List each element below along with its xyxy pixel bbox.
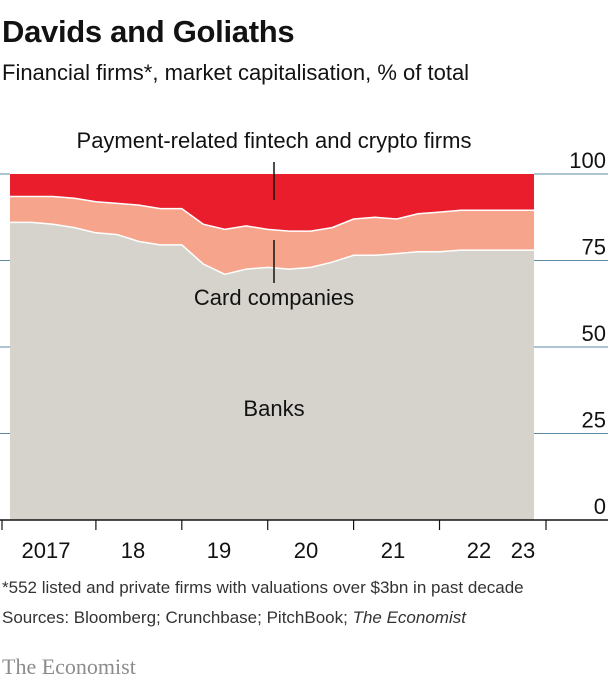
publisher-logo: The Economist [2, 654, 136, 679]
banks-area [10, 222, 534, 520]
x-tick-label: 21 [381, 538, 405, 560]
x-tick-label: 2017 [22, 538, 71, 560]
chart-subtitle: Financial firms*, market capitalisation,… [2, 60, 470, 85]
x-tick-label: 18 [121, 538, 145, 560]
y-tick-label: 50 [582, 321, 606, 346]
label-fintech-crypto: Payment-related fintech and crypto firms [77, 128, 472, 153]
y-tick-label: 25 [582, 408, 606, 433]
sources: Sources: Bloomberg; Crunchbase; PitchBoo… [2, 608, 466, 628]
y-tick-label: 100 [569, 148, 606, 173]
footnote: *552 listed and private firms with valua… [2, 578, 524, 597]
card-companies-area [10, 196, 534, 275]
y-tick-label: 0 [594, 494, 606, 519]
x-tick-label: 20 [294, 538, 318, 560]
x-tick-label: 19 [207, 538, 231, 560]
y-tick-label: 75 [582, 235, 606, 260]
stacked-area-chart: 0 25 50 75 100 2017 18 19 20 21 22 23 Payment-relate… [0, 128, 608, 560]
x-tick-label: 23 [511, 538, 535, 560]
x-tick-label: 22 [467, 538, 491, 560]
label-card-companies: Card companies [194, 285, 354, 310]
sources-italic: The Economist [352, 608, 466, 627]
series-boundary-line [10, 221, 534, 276]
chart-title: Davids and Goliaths [2, 14, 295, 49]
sources-text: Sources: Bloomberg; Crunchbase; PitchBoo… [2, 608, 353, 627]
label-banks: Banks [243, 396, 304, 421]
series-boundary-line [10, 195, 534, 232]
